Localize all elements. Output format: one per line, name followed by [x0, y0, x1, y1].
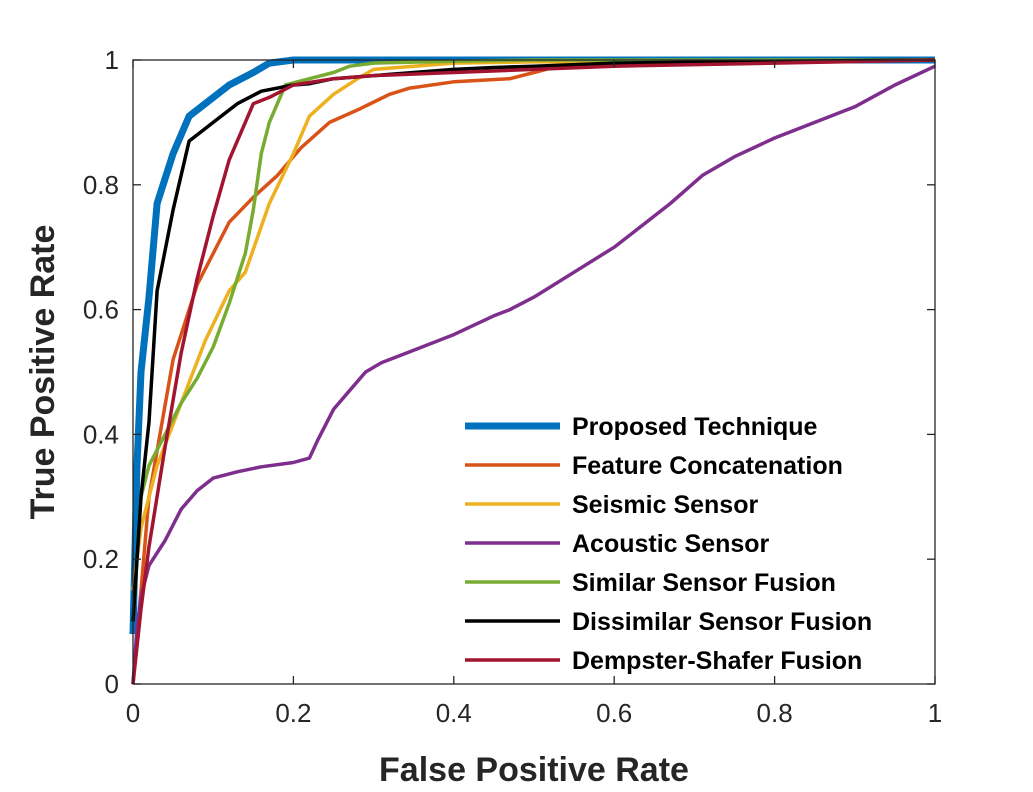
y-tick-label: 1 [105, 45, 119, 75]
y-axis-title: True Positive Rate [24, 225, 62, 520]
y-tick-label: 0.4 [83, 419, 119, 449]
x-tick-label: 0.4 [436, 698, 472, 728]
legend-label-6: Dempster-Shafer Fusion [572, 647, 862, 675]
legend-label-1: Feature Concatenation [572, 452, 843, 480]
y-tick-label: 0 [105, 669, 119, 699]
y-tick-label: 0.6 [83, 295, 119, 325]
y-tick-label: 0.8 [83, 170, 119, 200]
legend-label-3: Acoustic Sensor [572, 530, 770, 558]
legend-label-4: Similar Sensor Fusion [572, 569, 836, 597]
series-line-3 [131, 64, 936, 685]
x-axis-title: False Positive Rate [379, 751, 689, 789]
legend-label-2: Seismic Sensor [572, 491, 758, 519]
legend: Proposed Technique Feature Concatenation S… [465, 413, 872, 675]
x-tick-label: 0.6 [596, 698, 632, 728]
ticks-layer: 0 0.2 0.4 0.6 0.8 1 0 0.2 0.4 0.6 0.8 1 [83, 45, 942, 728]
series-line-6 [131, 58, 936, 685]
x-tick-label: 0.2 [275, 698, 311, 728]
plot-background [133, 60, 935, 684]
legend-label-5: Dissimilar Sensor Fusion [572, 608, 872, 636]
x-tick-label: 0 [126, 698, 140, 728]
y-tick-label: 0.2 [83, 544, 119, 574]
legend-label-0: Proposed Technique [572, 413, 817, 441]
axes-layer [132, 59, 936, 685]
x-tick-label: 0.8 [757, 698, 793, 728]
plot-frame [132, 59, 936, 685]
x-tick-label: 1 [928, 698, 942, 728]
series-line-2 [131, 58, 936, 591]
